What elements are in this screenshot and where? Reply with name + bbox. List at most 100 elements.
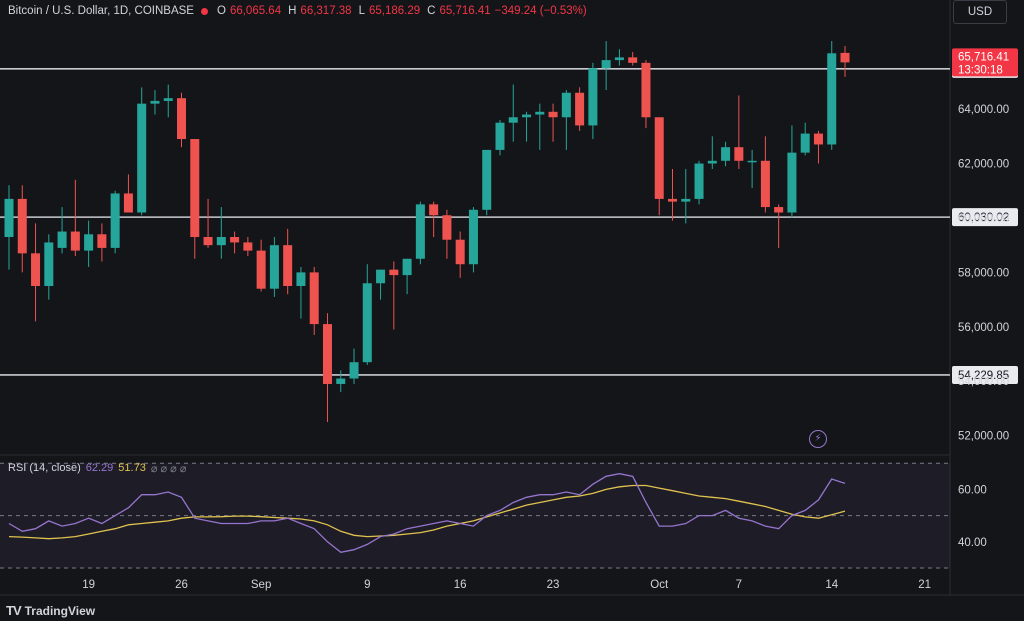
candle-body	[163, 98, 173, 101]
candle-body	[190, 139, 200, 237]
candle-body	[508, 117, 518, 123]
candle-body	[389, 269, 399, 276]
candle-body	[44, 242, 54, 286]
candle-body	[216, 237, 226, 246]
rsi-pane: 60.00 40.00	[0, 462, 987, 569]
candle-body	[800, 133, 810, 153]
candle-body	[774, 207, 784, 213]
price-tick-label: 54,000.00	[958, 376, 1009, 388]
candle-body	[668, 198, 677, 202]
candle-body	[787, 152, 797, 213]
open-label: O	[216, 5, 226, 17]
close-value: 65,716.41	[439, 5, 491, 17]
candle-body	[760, 160, 770, 208]
status-dot	[200, 7, 208, 15]
candle-body	[203, 237, 213, 246]
last-price-label: 65,716.41	[958, 51, 1009, 63]
candle-body	[482, 149, 492, 210]
candle-body	[123, 193, 133, 213]
price-tick-label: 62,000.00	[958, 159, 1009, 171]
candle-body	[376, 269, 386, 284]
candle-body	[57, 231, 67, 248]
candle-body	[734, 147, 744, 161]
price-tick-label: 58,000.00	[958, 267, 1009, 279]
candle-body	[110, 193, 120, 248]
candle-body	[535, 111, 545, 115]
candle-body	[548, 111, 558, 118]
rsi-tick-label: 40.00	[958, 537, 987, 549]
candle-body	[654, 117, 664, 199]
candle-body	[575, 92, 585, 126]
time-tick-label: Oct	[650, 579, 669, 591]
high-label: H	[288, 5, 297, 17]
chart-header: Bitcoin / U.S. Dollar, 1D, COINBASE O 66,…	[8, 5, 587, 17]
level-label-bg	[952, 208, 1018, 227]
candle-body	[283, 245, 293, 286]
level-label: 60,030.02	[958, 212, 1009, 224]
candle-body	[747, 160, 757, 163]
rsi-legend[interactable]: RSI (14, close) 62.29 51.73 ⌀ ⌀ ⌀ ⌀	[8, 462, 186, 475]
candle-body	[17, 198, 27, 254]
time-tick-label: 9	[364, 579, 370, 591]
candle-body	[614, 57, 624, 61]
countdown-label: 13:30:18	[958, 64, 1003, 76]
candle-body	[415, 204, 425, 259]
time-tick-label: 26	[175, 579, 188, 591]
time-tick-label: 23	[547, 579, 560, 591]
level-label: 54,229.85	[958, 370, 1009, 382]
low-label: L	[358, 5, 365, 17]
lightning-icon[interactable]: ⚡	[809, 430, 827, 448]
rsi-settings-icons[interactable]: ⌀ ⌀ ⌀ ⌀	[150, 463, 187, 475]
time-tick-label: 21	[918, 579, 931, 591]
chart-grid	[0, 0, 1024, 596]
candle-body	[269, 245, 279, 289]
rsi-tick-label: 60.00	[958, 484, 987, 496]
candle-body	[442, 215, 452, 240]
open-value: 66,065.64	[229, 5, 282, 17]
candlestick-series	[4, 41, 850, 423]
time-tick-label: 19	[82, 579, 95, 591]
candle-body	[561, 92, 571, 118]
candle-body	[681, 198, 691, 202]
candle-body	[137, 103, 147, 213]
candle-body	[4, 198, 14, 237]
close-label: C	[427, 5, 436, 17]
candle-body	[641, 62, 651, 118]
candle-body	[70, 231, 80, 251]
time-tick-label: 7	[736, 579, 742, 591]
tradingview-branding[interactable]: TV TradingView	[6, 603, 95, 618]
candle-body	[455, 239, 465, 265]
rsi-value: 62.29	[85, 462, 114, 474]
axes: 52,000.00 54,000.00 56,000.00 58,000.00 60,0…	[82, 48, 1018, 591]
currency-button[interactable]: USD	[953, 0, 1007, 24]
candle-body	[97, 234, 107, 248]
candle-body	[468, 209, 478, 265]
candle-body	[694, 163, 704, 199]
candle-body	[588, 68, 598, 126]
candle-body	[177, 98, 187, 140]
symbol-title[interactable]: Bitcoin / U.S. Dollar, 1D, COINBASE	[8, 5, 194, 17]
candle-body	[230, 237, 240, 243]
change-value: −349.24 (−0.53%)	[494, 5, 587, 17]
candle-body	[840, 52, 850, 63]
candle-body	[402, 258, 412, 276]
candle-body	[84, 234, 94, 251]
rsi-label: RSI (14, close)	[8, 462, 81, 474]
candle-body	[495, 122, 505, 150]
time-tick-label: 16	[454, 579, 467, 591]
candle-body	[827, 53, 837, 145]
candle-body	[309, 272, 319, 325]
candle-body	[243, 242, 253, 251]
price-tick-label: 52,000.00	[958, 431, 1009, 443]
time-tick-label: Sep	[251, 579, 271, 591]
candle-body	[31, 253, 41, 286]
candle-body	[322, 324, 332, 384]
brand-name: TradingView	[24, 603, 96, 618]
candle-body	[721, 147, 731, 161]
tradingview-logo-icon: TV	[6, 603, 22, 618]
candle-body	[336, 378, 346, 384]
candle-body	[256, 250, 266, 289]
low-value: 65,186.29	[369, 5, 421, 17]
